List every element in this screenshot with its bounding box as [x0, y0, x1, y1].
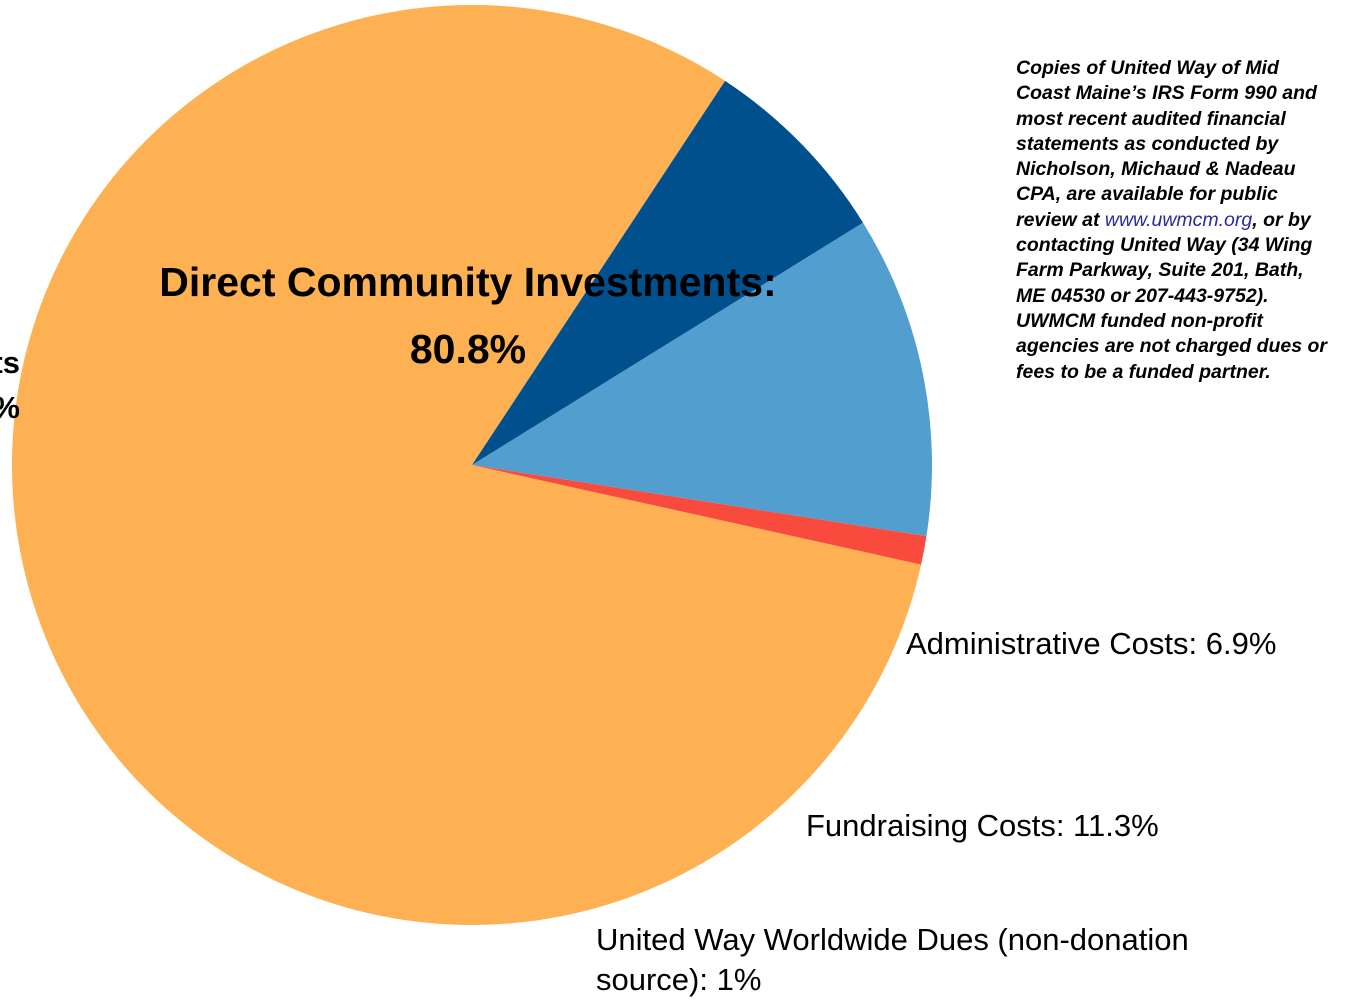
slice-value-direct-community-investments: 80.8%	[410, 326, 526, 372]
note-text-after-link: , or by contacting United Way (34 Wing F…	[1016, 208, 1328, 383]
slice-label-direct-community-investments: Direct Community Investments:	[159, 259, 776, 305]
pie-slices	[12, 4, 932, 925]
pie-slice-0	[12, 4, 922, 925]
cut-off-label-line: ts	[0, 345, 20, 380]
pie-slice-3	[472, 465, 927, 565]
label-united-way-dues-line2: source): 1%	[596, 962, 762, 997]
label-united-way-dues-line1: United Way Worldwide Dues (non-donation	[596, 922, 1189, 957]
label-administrative-costs: Administrative Costs: 6.9%	[906, 626, 1277, 661]
cut-off-label: ts %	[0, 345, 20, 425]
label-united-way-dues: United Way Worldwide Dues (non-donation …	[596, 920, 1356, 1000]
pie-slice-1	[472, 80, 864, 465]
label-fundraising-costs: Fundraising Costs: 11.3%	[806, 808, 1159, 843]
website-link[interactable]: www.uwmcm.org	[1104, 208, 1253, 231]
note-text-before-link: Copies of United Way of Mid Coast Maine’…	[1016, 57, 1317, 231]
pie-slice-2	[472, 222, 932, 537]
disclosure-note: Copies of United Way of Mid Coast Maine’…	[1016, 56, 1328, 385]
cut-off-label-line: %	[0, 390, 20, 425]
